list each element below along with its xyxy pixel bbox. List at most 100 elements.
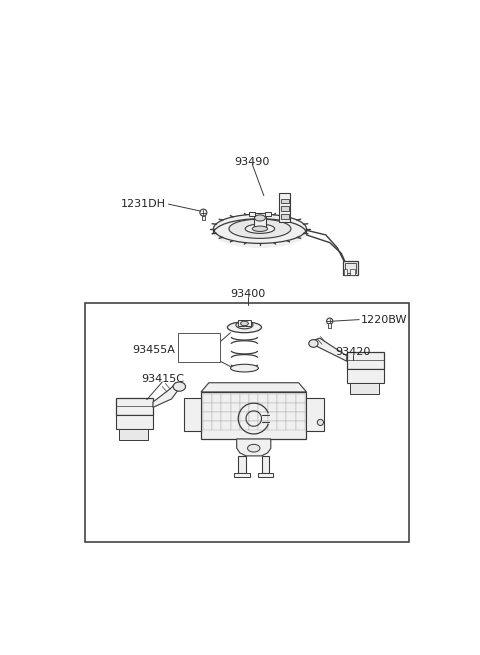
Ellipse shape [326, 318, 333, 324]
Ellipse shape [245, 224, 275, 233]
Bar [328, 324, 331, 328]
Bar [221, 403, 230, 412]
Ellipse shape [230, 364, 258, 372]
Bar [203, 403, 212, 412]
Bar [240, 412, 249, 421]
Ellipse shape [240, 321, 248, 326]
Bar [268, 403, 277, 412]
Ellipse shape [309, 340, 318, 347]
Bar [116, 398, 153, 415]
Bar [347, 352, 384, 369]
Bar [116, 415, 153, 429]
Bar [249, 412, 258, 421]
Bar [281, 198, 288, 203]
Bar [249, 403, 258, 412]
Bar [238, 456, 246, 473]
Polygon shape [312, 338, 347, 361]
Bar [249, 212, 255, 216]
Bar [296, 412, 305, 421]
Bar [268, 421, 277, 430]
Ellipse shape [228, 322, 262, 333]
Bar [221, 421, 230, 430]
Bar [343, 261, 359, 275]
Bar [201, 392, 306, 439]
Bar [203, 394, 212, 403]
Polygon shape [153, 383, 178, 407]
Bar [221, 394, 230, 403]
Bar [230, 412, 240, 421]
Bar [281, 214, 288, 219]
Bar [344, 269, 347, 275]
Polygon shape [237, 439, 271, 456]
Bar [350, 383, 379, 394]
Bar [279, 193, 290, 222]
Bar [264, 212, 271, 216]
Bar [203, 421, 212, 430]
Bar [296, 394, 305, 403]
Polygon shape [306, 398, 324, 431]
Bar [258, 394, 268, 403]
Bar [258, 421, 268, 430]
Text: 93400: 93400 [230, 290, 265, 299]
Bar [277, 412, 286, 421]
Bar [212, 394, 221, 403]
Bar [277, 403, 286, 412]
Ellipse shape [252, 226, 268, 231]
Polygon shape [201, 383, 306, 392]
Bar [296, 403, 305, 412]
Bar [254, 214, 266, 229]
Text: 93455A: 93455A [132, 345, 175, 354]
Ellipse shape [248, 444, 260, 452]
Bar [240, 394, 249, 403]
Bar [286, 412, 296, 421]
Bar [212, 412, 221, 421]
Bar [234, 473, 250, 477]
Ellipse shape [317, 419, 324, 426]
Bar [85, 303, 409, 542]
Bar [268, 412, 277, 421]
Bar [245, 320, 251, 326]
Bar [258, 412, 268, 421]
Bar [230, 421, 240, 430]
Bar [240, 421, 249, 430]
Bar [350, 269, 355, 275]
Bar [258, 473, 273, 477]
Bar [202, 215, 205, 220]
Bar [249, 394, 258, 403]
Bar [347, 369, 384, 383]
Bar [240, 403, 249, 412]
Bar [286, 403, 296, 412]
Ellipse shape [200, 209, 207, 216]
Bar [277, 394, 286, 403]
Bar [212, 421, 221, 430]
Bar [178, 333, 220, 362]
Text: 1220BW: 1220BW [360, 314, 407, 325]
Text: 93415C: 93415C [141, 374, 184, 384]
Bar [281, 206, 288, 211]
Bar [268, 394, 277, 403]
Text: 93490: 93490 [235, 157, 270, 167]
Polygon shape [184, 398, 201, 431]
Bar [119, 429, 148, 440]
Ellipse shape [229, 219, 291, 238]
Text: 93420: 93420 [335, 347, 371, 357]
Bar [296, 421, 305, 430]
Bar [345, 263, 356, 272]
Bar [258, 403, 268, 412]
Ellipse shape [236, 321, 253, 329]
Ellipse shape [254, 215, 265, 221]
Text: 1231DH: 1231DH [121, 199, 166, 209]
Bar [277, 421, 286, 430]
Bar [238, 320, 244, 326]
Ellipse shape [214, 219, 306, 248]
Ellipse shape [173, 382, 186, 391]
Bar [212, 403, 221, 412]
Bar [249, 421, 258, 430]
Bar [221, 412, 230, 421]
Bar [286, 394, 296, 403]
Ellipse shape [214, 214, 306, 244]
Bar [230, 394, 240, 403]
Bar [230, 403, 240, 412]
Bar [286, 421, 296, 430]
Bar [203, 412, 212, 421]
